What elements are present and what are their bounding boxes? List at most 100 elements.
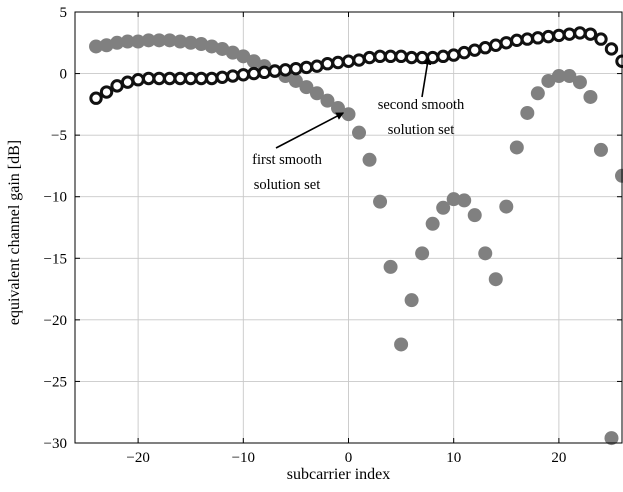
data-point-open — [226, 69, 240, 83]
data-point-open — [446, 48, 461, 62]
x-axis-label: subcarrier index — [287, 466, 391, 483]
data-point-filled — [446, 192, 461, 207]
data-point-open — [394, 49, 408, 64]
data-point-filled — [330, 101, 345, 116]
data-point-filled — [288, 73, 303, 88]
data-point-open — [562, 27, 577, 41]
data-point-filled — [204, 39, 219, 54]
data-point-filled — [131, 34, 146, 49]
data-point-open — [236, 68, 251, 82]
data-point-filled — [467, 208, 482, 223]
data-point-open — [489, 38, 503, 52]
data-point-filled — [583, 89, 598, 104]
data-point-filled — [415, 246, 430, 261]
data-point-filled — [320, 93, 335, 108]
data-point-open — [89, 91, 103, 105]
data-point-filled — [604, 431, 619, 446]
y-axis-label: equivalent channel gain [dB] — [6, 140, 23, 325]
data-point-filled — [425, 216, 440, 231]
data-point-open — [352, 53, 366, 67]
y-tick-labels: 5 0 −5 −10 −15 −20 −25 −30 — [44, 5, 67, 452]
data-point-open — [499, 36, 513, 50]
data-point-open — [415, 50, 429, 65]
data-point-filled — [99, 38, 114, 53]
data-point-filled — [120, 34, 135, 49]
data-point-open — [604, 42, 619, 56]
x-tick-label: −20 — [126, 450, 149, 466]
y-tick-label: −20 — [44, 313, 67, 329]
data-point-filled — [173, 34, 188, 49]
data-point-open — [289, 61, 303, 76]
data-point-open — [162, 71, 177, 86]
x-tick-labels: −20 −10 0 10 20 — [126, 450, 566, 466]
data-point-filled — [246, 54, 261, 69]
first-smooth-solution-series — [89, 33, 623, 446]
data-point-filled — [362, 152, 377, 167]
data-point-filled — [152, 33, 167, 48]
x-tick-label: 20 — [551, 450, 566, 466]
data-point-open — [205, 71, 219, 86]
data-point-open — [141, 71, 156, 86]
data-point-filled — [110, 35, 125, 50]
y-tick-label: −10 — [44, 190, 67, 206]
data-point-open — [583, 27, 598, 41]
data-point-open — [594, 32, 608, 46]
data-point-filled — [615, 168, 623, 183]
data-point-open — [215, 70, 229, 84]
data-point-open — [531, 31, 545, 45]
data-point-filled — [404, 293, 419, 308]
data-point-open — [457, 45, 471, 60]
data-point-open — [383, 49, 398, 64]
data-point-open — [436, 49, 450, 64]
data-point-filled — [383, 259, 398, 274]
data-point-open — [299, 60, 314, 75]
data-point-open — [278, 63, 293, 77]
data-point-open — [404, 50, 419, 65]
data-point-filled — [236, 49, 251, 64]
data-point-filled — [572, 75, 587, 90]
axis-ticks — [75, 11, 622, 444]
data-point-open — [468, 43, 482, 57]
annotation-text: second smooth — [378, 97, 465, 113]
x-tick-label: 10 — [446, 450, 461, 466]
data-point-filled — [530, 86, 545, 101]
data-point-open — [425, 50, 440, 65]
data-point-open — [99, 85, 114, 99]
data-point-filled — [541, 73, 556, 88]
data-point-open — [478, 41, 492, 55]
x-tick-label: −10 — [232, 450, 255, 466]
data-point-filled — [509, 140, 524, 155]
x-tick-label: 0 — [345, 450, 353, 466]
data-point-filled — [89, 39, 104, 54]
data-point-filled — [478, 246, 493, 261]
annotation-text: solution set — [388, 122, 454, 138]
data-point-open — [373, 49, 387, 64]
data-point-open — [341, 54, 356, 68]
data-point-open — [362, 50, 377, 65]
data-point-filled — [436, 200, 451, 215]
data-point-open — [247, 66, 261, 81]
data-point-filled — [183, 35, 198, 50]
data-point-open — [120, 75, 135, 89]
data-point-filled — [520, 105, 535, 120]
y-tick-label: 0 — [60, 67, 68, 83]
data-point-filled — [299, 80, 314, 95]
y-tick-label: −15 — [44, 251, 67, 267]
y-tick-label: 5 — [60, 5, 68, 21]
data-point-filled — [593, 142, 608, 157]
data-point-filled — [341, 107, 356, 122]
y-tick-label: −30 — [44, 436, 67, 452]
annotations: first smooth solution set second smooth sol… — [252, 56, 465, 193]
data-point-filled — [352, 125, 367, 140]
data-point-open — [268, 64, 282, 78]
data-point-open — [331, 55, 345, 70]
data-point-filled — [141, 33, 156, 48]
y-tick-label: −5 — [51, 128, 67, 144]
data-point-filled — [225, 45, 240, 60]
data-point-filled — [162, 33, 177, 48]
data-point-open — [510, 33, 524, 48]
data-point-open — [552, 28, 566, 43]
data-point-open — [131, 73, 145, 87]
annotation-arrow — [421, 56, 432, 98]
